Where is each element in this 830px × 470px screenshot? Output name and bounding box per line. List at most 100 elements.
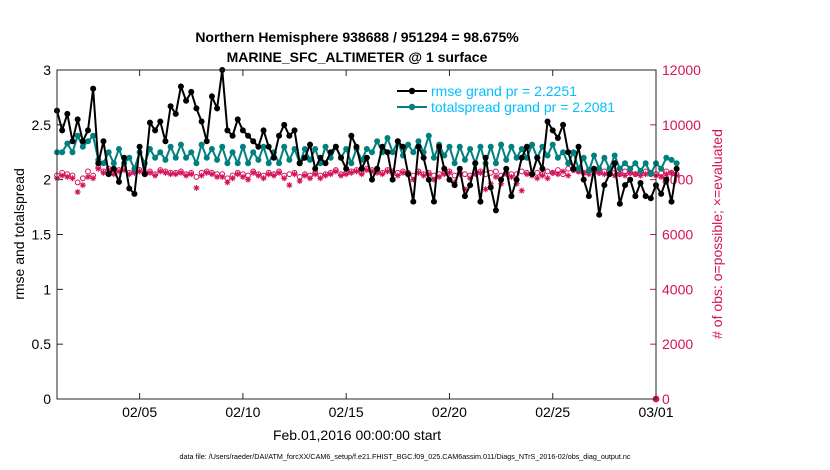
- spread-point: [229, 149, 236, 156]
- series-layer: [54, 67, 680, 403]
- spread-point: [115, 145, 122, 152]
- rmse-point: [358, 165, 365, 172]
- obs-evaluated-point: [100, 169, 107, 176]
- obs-evaluated-point: [627, 169, 634, 176]
- y-tick-label-right: 8000: [662, 172, 693, 188]
- spread-point: [69, 149, 76, 156]
- rmse-point: [110, 165, 117, 172]
- spread-point: [663, 154, 670, 161]
- obs-evaluated-point: [379, 171, 386, 178]
- spread-point: [616, 165, 623, 172]
- rmse-point: [286, 132, 293, 139]
- obs-evaluated-point: [343, 171, 350, 178]
- rmse-point: [126, 185, 133, 192]
- chart-title-line1: Northern Hemisphere 938688 / 951294 = 98…: [195, 29, 519, 45]
- spread-point: [451, 160, 458, 167]
- obs-evaluated-point: [90, 175, 97, 182]
- spread-point: [131, 165, 138, 172]
- rmse-point: [394, 138, 401, 145]
- spread-point: [513, 154, 520, 161]
- rmse-point: [172, 110, 179, 117]
- legend-rmse-label: rmse grand pr = 2.2251: [431, 83, 577, 99]
- obs-evaluated-point: [198, 172, 205, 179]
- spread-point: [245, 160, 252, 167]
- rmse-point: [410, 198, 417, 205]
- spread-point: [591, 152, 598, 159]
- obs-evaluated-point: [183, 172, 190, 179]
- x-tick-label: 02/20: [432, 404, 467, 420]
- rmse-point: [245, 132, 252, 139]
- rmse-point: [368, 176, 375, 183]
- rmse-point: [575, 143, 582, 150]
- obs-evaluated-point: [74, 189, 81, 196]
- spread-point: [214, 156, 221, 163]
- obs-evaluated-point: [307, 175, 314, 182]
- spread-point: [585, 167, 592, 174]
- rmse-point: [100, 138, 107, 145]
- rmse-point: [79, 138, 86, 145]
- rmse-point: [477, 198, 484, 205]
- rmse-point: [69, 138, 76, 145]
- rmse-point: [570, 165, 577, 172]
- obs-evaluated-point: [276, 169, 283, 176]
- spread-point: [307, 156, 314, 163]
- spread-point: [430, 154, 437, 161]
- x-tick-label: 02/10: [225, 404, 260, 420]
- spread-point: [188, 149, 195, 156]
- y-tick-label-left: 1.5: [32, 227, 52, 243]
- obs-evaluated-point: [317, 175, 324, 182]
- rmse-point: [296, 160, 303, 167]
- spread-point: [570, 149, 577, 156]
- spread-point: [260, 143, 267, 150]
- spread-point: [322, 143, 329, 150]
- spread-point: [224, 160, 231, 167]
- spread-point: [642, 160, 649, 167]
- spread-point: [84, 138, 91, 145]
- obs-evaluated-point: [286, 182, 293, 189]
- x-tick-label: 02/05: [122, 404, 157, 420]
- y-tick-label-right: 2000: [662, 336, 693, 352]
- obs-evaluated-point: [193, 184, 200, 191]
- spread-point: [126, 154, 133, 161]
- obs-evaluated-point: [523, 171, 530, 178]
- rmse-point: [74, 116, 81, 123]
- rmse-point: [492, 207, 499, 214]
- rmse-point: [467, 182, 474, 189]
- spread-point: [477, 143, 484, 150]
- spread-point: [441, 152, 448, 159]
- rmse-point: [560, 121, 567, 128]
- rmse-point: [234, 116, 241, 123]
- obs-evaluated-point: [250, 169, 257, 176]
- plot-area: [57, 70, 656, 399]
- rmse-point: [224, 127, 231, 134]
- obs-evaluated-point: [539, 172, 546, 179]
- spread-point: [503, 156, 510, 163]
- spread-point: [637, 167, 644, 174]
- obs-evaluated-point: [420, 172, 427, 179]
- rmse-point: [446, 176, 453, 183]
- rmse-point: [291, 127, 298, 134]
- rmse-point: [229, 132, 236, 139]
- spread-point: [100, 160, 107, 167]
- rmse-point: [539, 165, 546, 172]
- spread-point: [183, 154, 190, 161]
- obs-evaluated-point: [239, 173, 246, 180]
- legend: rmse grand pr = 2.2251 totalspread grand…: [397, 83, 615, 115]
- spread-point: [492, 160, 499, 167]
- spread-point: [250, 149, 257, 156]
- obs-possible-point: [193, 174, 200, 180]
- rmse-point: [663, 176, 670, 183]
- rmse-point: [183, 97, 190, 104]
- obs-evaluated-point: [338, 172, 345, 179]
- rmse-point: [523, 143, 530, 150]
- obs-evaluated-point: [301, 172, 308, 179]
- rmse-point: [549, 127, 556, 134]
- spread-point: [234, 160, 241, 167]
- obs-evaluated-point: [260, 175, 267, 182]
- y-tick-label-right: 0: [662, 391, 670, 407]
- rmse-point: [668, 198, 675, 205]
- rmse-point: [193, 105, 200, 112]
- y-axis-label-right: # of obs: o=possible; ×=evaluated: [709, 129, 725, 339]
- obs-evaluated-point: [358, 171, 365, 178]
